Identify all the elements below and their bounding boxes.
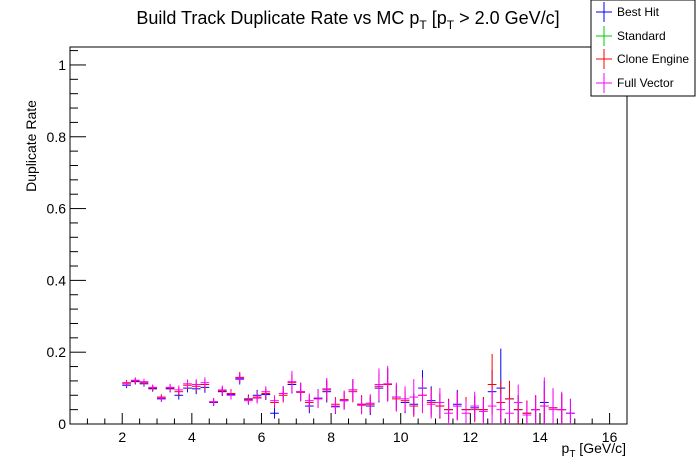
x-tick-label: 14 xyxy=(532,429,548,445)
legend-label: Best Hit xyxy=(617,5,660,19)
legend-box xyxy=(590,0,696,97)
chart-title-main: Build Track Duplicate Rate vs MC p xyxy=(136,8,419,28)
series-full-vector xyxy=(122,365,575,424)
data-marks xyxy=(122,348,575,424)
x-tick-label: 12 xyxy=(463,429,479,445)
x-tick-label: 16 xyxy=(602,429,618,445)
axes: 2 4 6 8 10 12 14 16 0 0.2 0.4 0.6 0.8 1 xyxy=(47,50,628,445)
y-axis-title: Duplicate Rate xyxy=(23,100,39,192)
y-tick-label: 0 xyxy=(58,416,66,432)
legend-label: Standard xyxy=(617,29,666,43)
y-tick-label: 0.6 xyxy=(47,201,67,217)
x-tick-label: 6 xyxy=(258,429,266,445)
x-tick-label: 2 xyxy=(118,429,126,445)
x-axis-title-tail: [GeV/c] xyxy=(575,440,626,456)
legend: Best Hit Standard Clone Engine Full Vector xyxy=(590,0,696,97)
x-tick-label: 10 xyxy=(393,429,409,445)
x-axis-title-sub: T xyxy=(569,449,575,460)
chart-title-tail: > 2.0 GeV/c] xyxy=(454,8,560,28)
legend-label: Full Vector xyxy=(617,76,674,90)
x-axis-title-main: p xyxy=(562,440,570,456)
x-tick-label: 8 xyxy=(327,429,335,445)
chart-title: Build Track Duplicate Rate vs MC pT [pT … xyxy=(136,8,559,32)
x-axis-title: pT [GeV/c] xyxy=(562,440,626,460)
chart-title-mid: [p xyxy=(427,8,447,28)
chart-title-sub2: T xyxy=(447,18,455,32)
y-tick-label: 0.4 xyxy=(47,272,67,288)
x-tick-label: 4 xyxy=(188,429,196,445)
legend-label: Clone Engine xyxy=(617,52,689,66)
y-tick-label: 0.8 xyxy=(47,129,67,145)
y-tick-label: 0.2 xyxy=(47,344,67,360)
y-tick-label: 1 xyxy=(58,57,66,73)
chart-title-sub1: T xyxy=(419,18,427,32)
